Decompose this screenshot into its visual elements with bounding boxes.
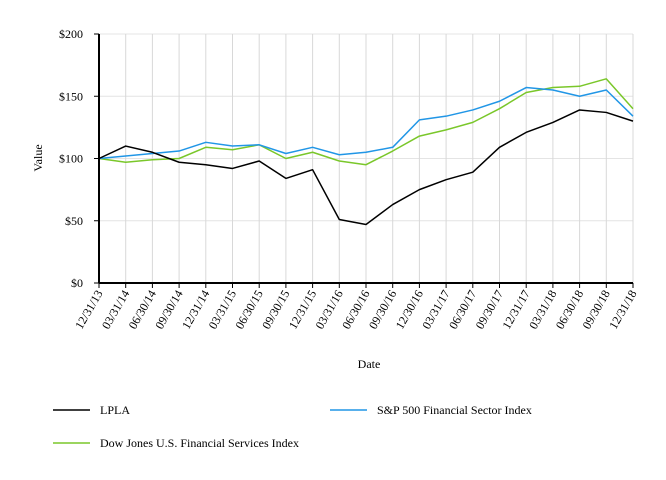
legend: LPLA S&P 500 Financial Sector Index Dow Jo… <box>53 403 532 450</box>
legend-label-1: S&P 500 Financial Sector Index <box>377 403 532 417</box>
grid <box>94 33 634 288</box>
series-lines <box>98 78 634 226</box>
y-tick-label: $0 <box>71 276 83 290</box>
x-axis-label: Date <box>358 357 381 371</box>
y-tick-label: $50 <box>65 214 83 228</box>
y-tick-label: $100 <box>59 152 83 166</box>
legend-label-0: LPLA <box>100 403 130 417</box>
x-tick-labels: 12/31/1303/31/1406/30/1409/30/1412/31/14… <box>72 288 639 332</box>
y-axis-label: Value <box>31 144 45 171</box>
legend-label-2: Dow Jones U.S. Financial Services Index <box>100 436 299 450</box>
y-tick-label: $200 <box>59 27 83 41</box>
y-tick-label: $150 <box>59 89 83 103</box>
y-tick-labels: $0 $50 $100 $150 $200 <box>59 27 83 290</box>
series-line-0 <box>98 109 634 226</box>
series-line-1 <box>98 86 634 160</box>
axes <box>98 34 633 284</box>
